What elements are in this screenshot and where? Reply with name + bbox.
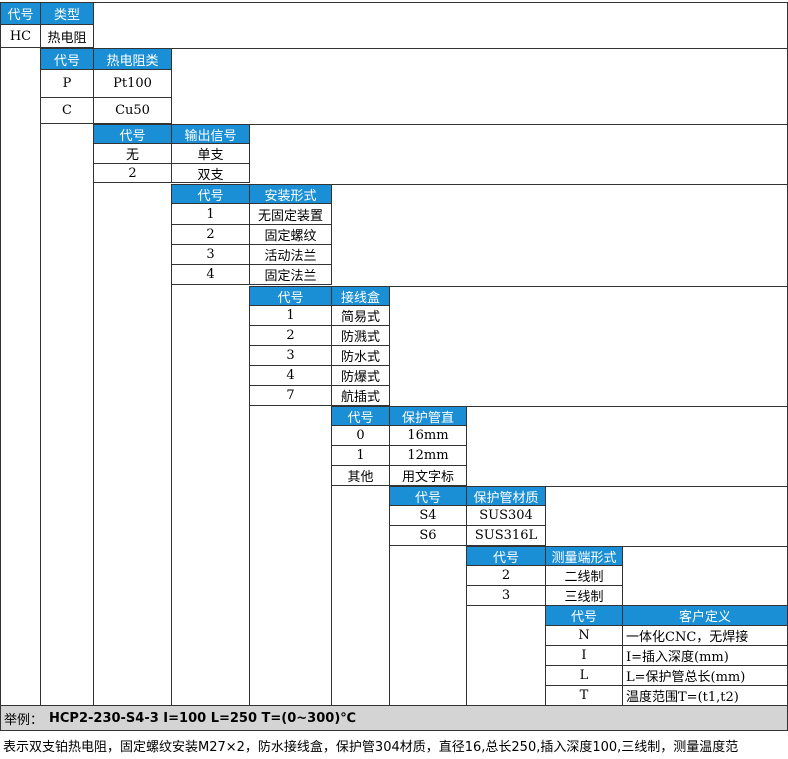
- value-cell: 单支: [171, 143, 250, 164]
- example-row: 举例： HCP2-230-S4-3 I=100 L=250 T=(0~300)℃: [0, 705, 788, 731]
- name-header: 保护管直: [389, 406, 467, 426]
- example-label: 举例：: [4, 712, 44, 728]
- name-header: 测量端形式: [545, 546, 623, 566]
- code-cell: 1: [331, 445, 390, 466]
- column-line: [40, 47, 41, 705]
- column-line: [249, 405, 250, 705]
- blank-area: [466, 406, 788, 407]
- value-cell: 二线制: [545, 565, 623, 586]
- name-header: 接线盒: [331, 286, 390, 306]
- example-code: HCP2-230-S4-3 I=100 L=250 T=(0~300)℃: [49, 710, 357, 726]
- value-cell: 16mm: [389, 425, 467, 446]
- column-line: [171, 284, 172, 705]
- name-header: 保护管材质: [466, 486, 546, 506]
- value-cell: 无固定装置: [249, 203, 332, 225]
- value-cell: 12mm: [389, 445, 467, 466]
- name-header: 安装形式: [249, 184, 332, 204]
- code-header: 代号: [331, 406, 390, 426]
- code-header: 代号: [545, 605, 623, 626]
- code-cell: 无: [93, 143, 172, 164]
- value-cell: 固定法兰: [249, 264, 332, 285]
- blank-area: [545, 486, 788, 487]
- value-cell: Cu50: [93, 97, 172, 124]
- value-cell: SUS316L: [466, 525, 546, 546]
- code-header: 代号: [389, 486, 467, 506]
- code-cell: 4: [171, 264, 250, 285]
- code-cell: I: [545, 645, 623, 666]
- blank-area: [171, 48, 788, 49]
- column-line: [93, 182, 94, 705]
- code-header: 代号: [249, 286, 332, 306]
- code-cell: 4: [249, 365, 332, 386]
- code-cell: S6: [389, 525, 467, 546]
- code-header: 代号: [40, 48, 94, 70]
- value-cell: 防爆式: [331, 365, 390, 386]
- code-cell: 2: [93, 163, 172, 183]
- column-line: [331, 485, 332, 705]
- code-header: 代号: [466, 546, 546, 566]
- code-cell: 2: [249, 325, 332, 346]
- column-line: [466, 605, 467, 705]
- code-cell: S4: [389, 505, 467, 526]
- value-cell: 简易式: [331, 305, 390, 326]
- value-cell: SUS304: [466, 505, 546, 526]
- code-header: 代号: [171, 184, 250, 204]
- value-cell: L=保护管总长(mm): [622, 665, 788, 686]
- name-header: 热电阻类: [93, 48, 172, 70]
- code-cell: 1: [249, 305, 332, 326]
- blank-area: [389, 286, 788, 287]
- value-cell: 温度范围T=(t1,t2): [622, 685, 788, 706]
- value-cell: 防溅式: [331, 325, 390, 346]
- value-cell: 固定螺纹: [249, 224, 332, 245]
- code-cell: 3: [249, 345, 332, 366]
- code-cell: C: [40, 97, 94, 124]
- code-cell: 3: [171, 244, 250, 265]
- value-cell: 三线制: [545, 585, 623, 606]
- value-cell: 航插式: [331, 385, 390, 406]
- code-header: 代号: [93, 124, 172, 144]
- code-cell: 2: [171, 224, 250, 245]
- code-cell: 1: [171, 203, 250, 225]
- value-cell: 双支: [171, 163, 250, 183]
- column-line: [389, 545, 390, 705]
- value-cell: 防水式: [331, 345, 390, 366]
- value-cell: I=插入深度(mm): [622, 645, 788, 666]
- code-cell: 2: [466, 565, 546, 586]
- blank-area: [331, 184, 788, 185]
- code-cell: 3: [466, 585, 546, 606]
- value-cell: Pt100: [93, 69, 172, 98]
- code-cell: HC: [0, 24, 41, 48]
- blank-area: [249, 124, 788, 125]
- code-cell: 0: [331, 425, 390, 446]
- name-header: 输出信号: [171, 124, 250, 144]
- code-cell: N: [545, 625, 623, 646]
- value-cell: 活动法兰: [249, 244, 332, 265]
- name-header: 客户定义: [622, 605, 788, 626]
- value-cell: 用文字标: [389, 465, 467, 486]
- name-header: 类型: [40, 2, 94, 25]
- blank-area: [93, 2, 788, 48]
- column-line: [0, 47, 1, 705]
- description: 表示双支铂热电阻，固定螺纹安装M27×2，防水接线盒，保护管304材质，直径16…: [3, 739, 739, 755]
- value-cell: 一体化CNC，无焊接: [622, 625, 788, 646]
- code-cell: 其他: [331, 465, 390, 486]
- blank-area: [622, 546, 788, 547]
- code-cell: L: [545, 665, 623, 686]
- code-cell: P: [40, 69, 94, 98]
- code-header: 代号: [0, 2, 41, 25]
- code-cell: T: [545, 685, 623, 706]
- code-cell: 7: [249, 385, 332, 406]
- value-cell: 热电阻: [40, 24, 94, 48]
